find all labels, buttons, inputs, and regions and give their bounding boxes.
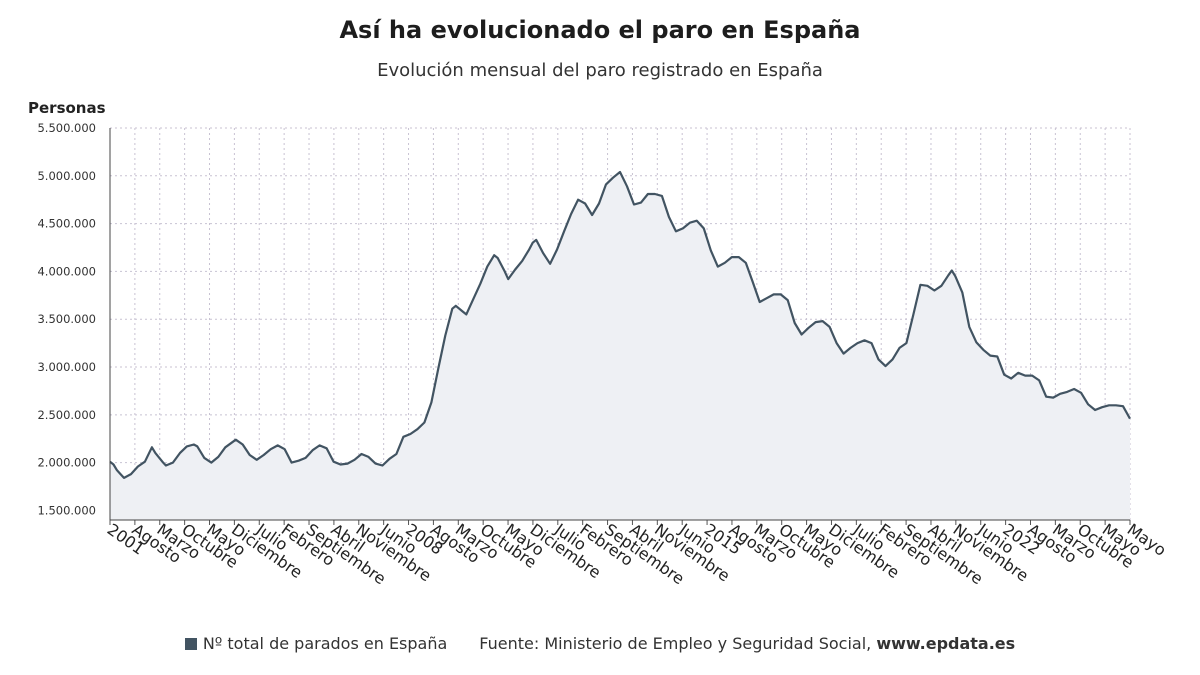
source-text: Fuente: Ministerio de Empleo y Seguridad… bbox=[479, 634, 872, 653]
chart-title: Así ha evolucionado el paro en España bbox=[339, 16, 861, 44]
y-tick-label: 2.000.000 bbox=[37, 456, 96, 470]
y-tick-label: 3.000.000 bbox=[37, 360, 96, 374]
y-tick-label: 4.500.000 bbox=[37, 217, 96, 231]
y-tick-label: 1.500.000 bbox=[37, 503, 96, 517]
chart-footer: Nº total de parados en España Fuente: Min… bbox=[0, 634, 1200, 653]
chart-subtitle: Evolución mensual del paro registrado en… bbox=[377, 60, 823, 81]
y-axis-label: Personas bbox=[28, 99, 106, 117]
y-axis-ticks: 1.500.000 2.000.000 2.500.000 3.000.000 3.50… bbox=[37, 121, 96, 517]
y-tick-label: 2.500.000 bbox=[37, 408, 96, 422]
series-area bbox=[110, 172, 1130, 520]
y-tick-label: 3.500.000 bbox=[37, 312, 96, 326]
x-axis-ticks: 2001AgostoMarzoOctubreMayoDiciembreJulio… bbox=[104, 519, 1170, 588]
plot-area bbox=[109, 128, 1131, 521]
y-tick-label: 5.500.000 bbox=[37, 121, 96, 135]
y-tick-label: 5.000.000 bbox=[37, 169, 96, 183]
legend-swatch bbox=[184, 638, 197, 650]
series-line bbox=[109, 170, 1131, 479]
legend-label: Nº total de parados en España bbox=[202, 634, 448, 653]
source-site: www.epdata.es bbox=[876, 634, 1016, 653]
y-tick-label: 4.000.000 bbox=[37, 264, 96, 278]
